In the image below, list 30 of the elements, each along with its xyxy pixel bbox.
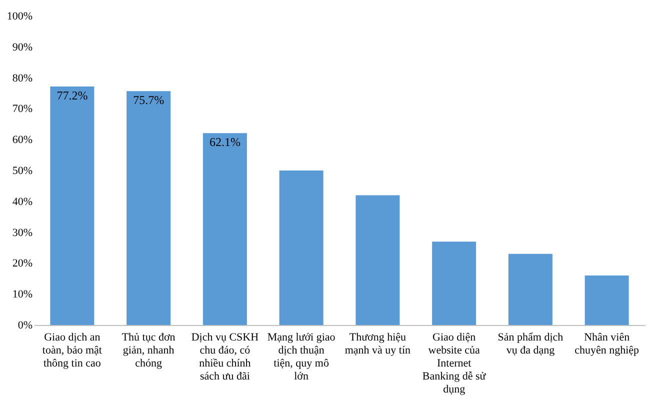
y-tick-label: 60% (12, 134, 32, 146)
x-tick-label: Mạng lưới giao dịch thuận tiện, quy mô lớn (267, 332, 336, 382)
y-tick-label: 10% (12, 288, 32, 301)
y-tick-label: 70% (12, 103, 32, 116)
x-tick-label: Giao dịch an toàn, bảo mật thông tin cao (42, 332, 102, 370)
y-tick-label: 50% (12, 165, 32, 177)
bar (508, 254, 552, 325)
bar (356, 195, 400, 325)
x-tick-label: Nhân viên chuyên nghiệp (574, 332, 640, 356)
bar (584, 276, 629, 325)
bar (202, 133, 247, 325)
x-tick-label: Dịch vụ CSKH chu đáo, có nhiều chính sách ưu đãi (191, 332, 259, 382)
data-label: 77.2% (56, 88, 88, 102)
data-label: 62.1% (209, 135, 240, 150)
y-tick-label: 40% (12, 196, 32, 208)
y-tick-label: 100% (6, 10, 32, 22)
bar (279, 170, 324, 325)
x-tick-label: Thương hiệu mạnh và uy tín (344, 332, 412, 356)
x-tick-label: Sản phẩm dịch vụ đa dạng (498, 332, 564, 356)
y-tick-label: 20% (12, 258, 32, 270)
bar (126, 91, 171, 325)
y-tick-label: 90% (12, 41, 32, 54)
bar (432, 242, 476, 325)
bar (50, 86, 94, 325)
y-tick-label: 80% (12, 72, 32, 84)
x-tick-label: Thủ tục đơn giản, nhanh chóng (122, 332, 176, 370)
data-label: 75.7% (133, 93, 164, 108)
x-tick-label: Giao diện website của Internet Banking dễ sử dụng (422, 332, 487, 396)
y-tick-label: 30% (12, 226, 32, 239)
y-tick-label: 0% (18, 320, 32, 332)
